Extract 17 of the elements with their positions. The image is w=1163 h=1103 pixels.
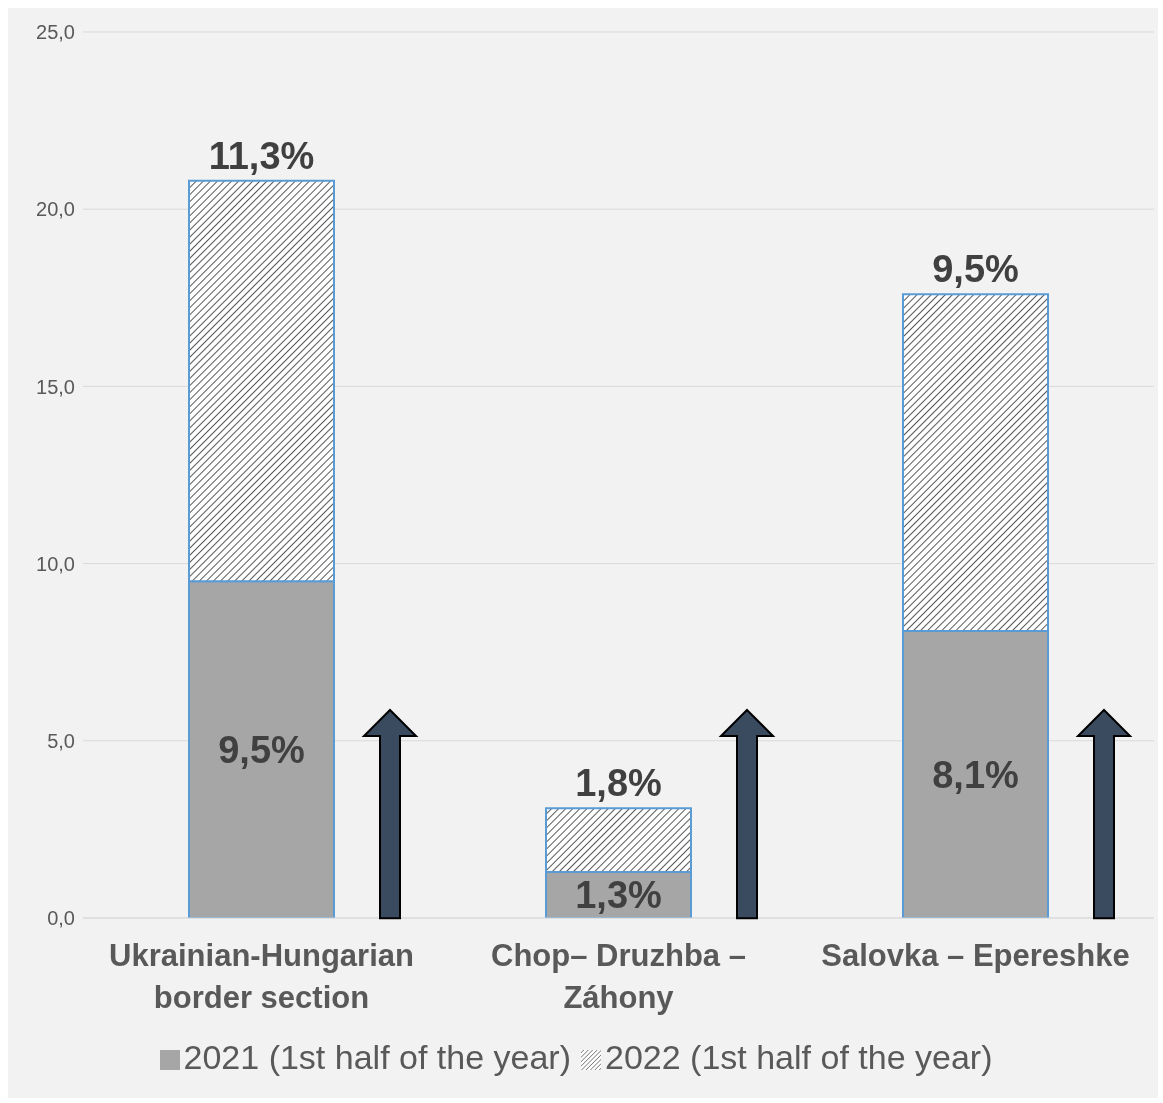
x-tick-label: Ukrainian-Hungarian border section xyxy=(109,938,414,1015)
data-label: 9,5% xyxy=(932,248,1019,291)
y-tick-label: 15,0 xyxy=(36,375,75,398)
data-label: 8,1% xyxy=(932,753,1019,796)
legend-label: 2022 (1st half of the year) xyxy=(605,1038,993,1076)
y-tick-label: 0,0 xyxy=(47,907,75,930)
legend-label: 2021 (1st half of the year) xyxy=(183,1038,571,1076)
x-tick-label: Salovka – Epereshke xyxy=(821,938,1130,973)
x-tick-label: Chop– Druzhba – Záhony xyxy=(491,938,746,1015)
data-label: 9,5% xyxy=(218,729,305,772)
data-label: 1,8% xyxy=(575,762,662,805)
y-tick-label: 10,0 xyxy=(36,552,75,575)
y-tick-label: 25,0 xyxy=(36,21,75,44)
data-label: 11,3% xyxy=(208,134,315,177)
data-label: 1,3% xyxy=(575,874,662,917)
y-tick-label: 20,0 xyxy=(36,198,75,221)
y-tick-label: 5,0 xyxy=(47,729,75,752)
